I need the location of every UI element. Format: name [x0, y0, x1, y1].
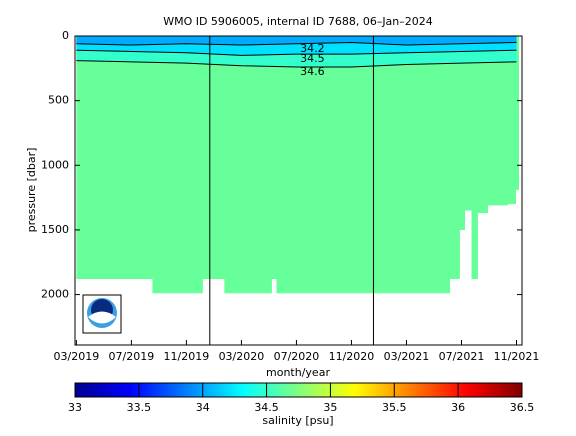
colorbar	[74, 382, 523, 398]
y-tick-label: 1500	[41, 223, 69, 236]
x-tick-label: 07/2019	[109, 350, 155, 363]
colorbar-tick-label: 36	[451, 401, 465, 414]
profile-column	[152, 36, 203, 294]
x-tick-label: 03/2020	[219, 350, 265, 363]
contour-line	[76, 60, 517, 68]
x-tick-label: 03/2021	[384, 350, 430, 363]
profile-column	[202, 36, 225, 280]
profile-column	[224, 36, 272, 294]
y-tick-label: 1000	[41, 158, 69, 171]
plot-area: 34.634.534.2	[76, 36, 520, 345]
colorbar-tick-label: 35	[323, 401, 337, 414]
x-tick-label: 11/2020	[329, 350, 375, 363]
profile-column	[471, 36, 478, 280]
profile-column	[449, 36, 460, 280]
profile-column	[515, 36, 520, 190]
y-tick-label: 0	[62, 29, 69, 42]
y-tick-label: 2000	[41, 288, 69, 301]
contour-label: 34.6	[300, 65, 325, 78]
x-tick-label: 03/2019	[54, 350, 100, 363]
colorbar-tick-label: 33.5	[127, 401, 152, 414]
profile-column	[76, 36, 153, 280]
colorbar-tick-label: 34.5	[254, 401, 279, 414]
colorbar-tick-label: 33	[68, 401, 82, 414]
contour-label: 34.2	[300, 42, 325, 55]
y-axis-label: pressure [dbar]	[25, 148, 38, 233]
x-axis-label: month/year	[266, 366, 330, 379]
colorbar-tick-label: 36.5	[510, 401, 535, 414]
x-tick-label: 07/2020	[274, 350, 320, 363]
colorbar-tick-label: 34	[196, 401, 210, 414]
profile-column	[507, 36, 517, 205]
x-tick-label: 11/2019	[164, 350, 210, 363]
profile-column	[487, 36, 509, 206]
y-tick-label: 500	[48, 94, 69, 107]
colorbar-label: salinity [psu]	[262, 414, 333, 427]
contour-band	[76, 36, 517, 46]
profile-column	[276, 36, 451, 294]
contour-label: 34.5	[300, 52, 325, 65]
profile-column	[459, 36, 466, 230]
profile-column	[477, 36, 488, 214]
x-tick-label: 07/2021	[439, 350, 485, 363]
contour-line	[76, 49, 517, 56]
contour-line	[76, 41, 517, 46]
axes-frame	[74, 35, 523, 346]
profile-column	[271, 36, 277, 280]
colorbar-tick-label: 35.5	[382, 401, 407, 414]
chart-title: WMO ID 5906005, internal ID 7688, 06–Jan…	[163, 15, 433, 28]
profile-column	[464, 36, 473, 211]
noaa-logo	[82, 294, 122, 334]
x-tick-label: 11/2021	[494, 350, 540, 363]
